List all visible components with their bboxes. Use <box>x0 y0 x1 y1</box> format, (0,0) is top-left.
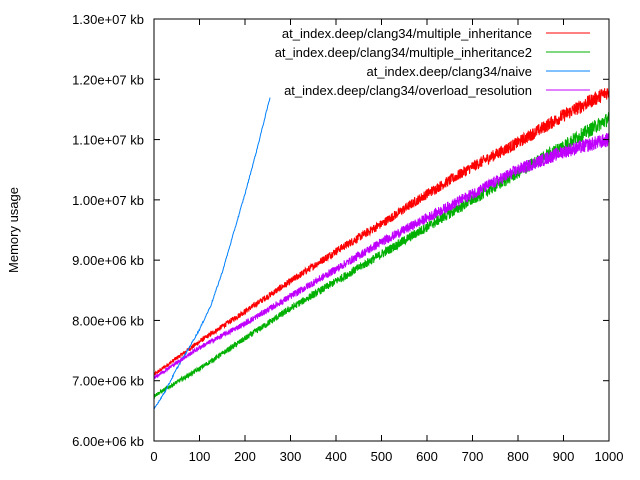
x-tick-label: 400 <box>325 449 347 464</box>
x-tick-label: 700 <box>462 449 484 464</box>
legend-label: at_index.deep/clang34/multiple_inheritan… <box>282 26 532 41</box>
axes: 0 100 200 300 400 500 600 700 800 900 1000 6.00e+06… <box>72 12 623 464</box>
series-line-0 <box>153 88 610 376</box>
series-line-3 <box>153 132 610 380</box>
x-tick-label: 500 <box>371 449 393 464</box>
legend-label: at_index.deep/clang34/multiple_inheritan… <box>275 45 532 60</box>
x-tick-label: 200 <box>234 449 256 464</box>
x-tick-label: 100 <box>189 449 211 464</box>
y-tick-label: 1.10e+07 kb <box>72 133 144 148</box>
x-tick-label: 900 <box>553 449 575 464</box>
y-tick-label: 9.00e+06 kb <box>72 253 144 268</box>
plot-series <box>153 88 610 409</box>
series-line-1 <box>153 112 610 399</box>
y-tick-label: 6.00e+06 kb <box>72 434 144 449</box>
x-tick-label: 600 <box>416 449 438 464</box>
series-line-2 <box>153 97 271 409</box>
y-axis-label: Memory usage <box>6 187 21 273</box>
y-tick-label: 1.30e+07 kb <box>72 12 144 27</box>
x-tick-label: 0 <box>150 449 157 464</box>
y-tick-label: 7.00e+06 kb <box>72 374 144 389</box>
y-tick-label: 1.00e+07 kb <box>72 193 144 208</box>
x-tick-label: 1000 <box>595 449 624 464</box>
legend-label: at_index.deep/clang34/overload_resolutio… <box>284 83 532 98</box>
legend-label: at_index.deep/clang34/naive <box>366 64 532 79</box>
x-tick-label: 300 <box>280 449 302 464</box>
x-tick-label: 800 <box>507 449 529 464</box>
legend: at_index.deep/clang34/multiple_inheritan… <box>275 26 590 98</box>
y-tick-label: 1.20e+07 kb <box>72 72 144 87</box>
y-tick-label: 8.00e+06 kb <box>72 313 144 328</box>
